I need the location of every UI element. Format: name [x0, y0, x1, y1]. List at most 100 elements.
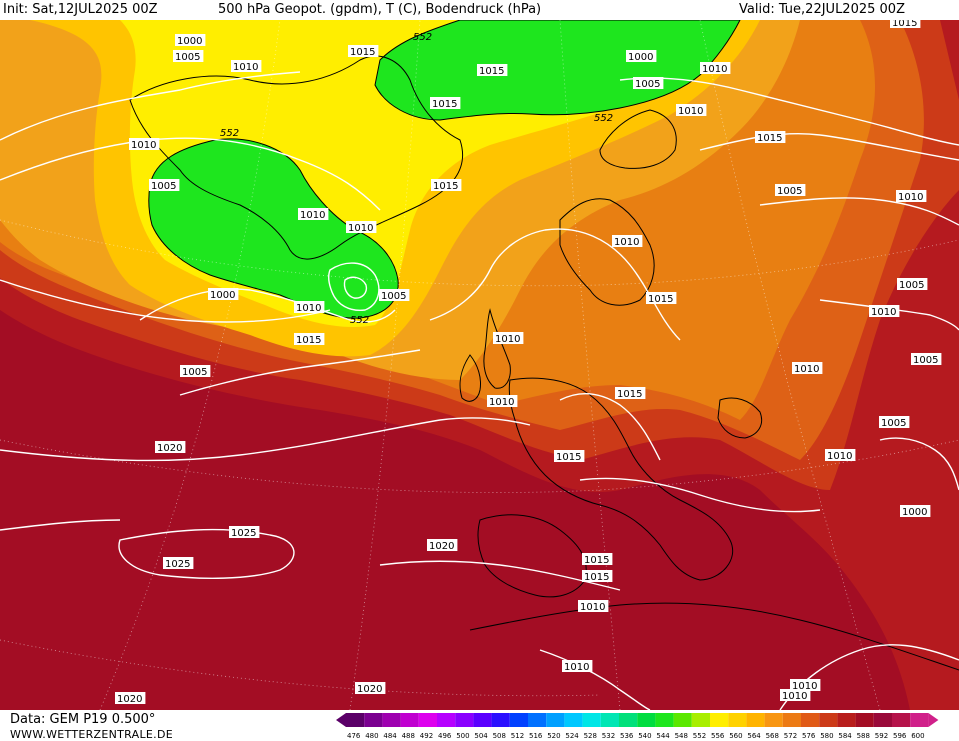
legend-swatch [673, 713, 692, 727]
isobar-label-text: 1010 [614, 237, 639, 248]
legend-value: 508 [493, 732, 506, 740]
isobar-label: 1025 [163, 557, 194, 570]
chart-header: Init: Sat,12JUL2025 00Z 500 hPa Geopot. … [0, 0, 959, 20]
isobar-label-text: 1010 [898, 192, 923, 203]
isobar-label: 1005 [173, 50, 204, 63]
legend-swatch [582, 713, 601, 727]
legend-value: 512 [511, 732, 524, 740]
chart-footer: Data: GEM P19 0.500° WWW.WETTERZENTRALE.… [0, 710, 959, 741]
isobar-label-box [890, 20, 921, 28]
isobar-label: 1010 [294, 301, 325, 314]
legend-swatch [528, 713, 547, 727]
isobar-label-box [493, 332, 524, 344]
legend-swatch [546, 713, 565, 727]
isobar-label-text: 1005 [182, 367, 207, 378]
legend-value: 592 [875, 732, 888, 740]
legend-value: 556 [711, 732, 725, 740]
isobar-label-box [911, 353, 942, 365]
isobar-label-text: 1010 [827, 451, 852, 462]
legend-swatch [509, 713, 528, 727]
isobar-label: 1010 [562, 660, 593, 673]
legend-value: 488 [402, 732, 415, 740]
legend-value: 476 [347, 732, 361, 740]
isobar-label-text: 1015 [892, 20, 917, 29]
isobar-label: 1010 [825, 449, 856, 462]
isobar-label-text: 1015 [584, 572, 609, 583]
legend-value: 480 [365, 732, 378, 740]
isobar-label-box [578, 600, 609, 612]
legend-swatch [346, 713, 365, 727]
isobar-label: 1010 [896, 190, 927, 203]
legend-swatch [619, 713, 638, 727]
isobar-label-box [897, 278, 928, 290]
isobar-label-text: 1010 [495, 334, 520, 345]
isobar-label-box [115, 692, 146, 704]
legend-swatch [364, 713, 383, 727]
isobar-label-box [612, 235, 643, 247]
isobar-label: 1010 [780, 689, 811, 702]
isobar-label-box [562, 660, 593, 672]
legend-swatch [455, 713, 474, 727]
isobar-label-text: 1015 [617, 389, 642, 400]
legend-value: 552 [693, 732, 706, 740]
legend-swatch [473, 713, 492, 727]
legend-value: 584 [838, 732, 852, 740]
isobar-label-box [896, 190, 927, 202]
legend-value: 588 [857, 732, 870, 740]
isobar-label: 1010 [790, 679, 821, 692]
isobar-label-text: 1020 [157, 443, 182, 454]
isobar-label: 1015 [755, 131, 786, 144]
isobar-label-box [379, 289, 410, 301]
isobar-label-box [615, 387, 646, 399]
isobar-label-box [155, 441, 186, 453]
legend-swatch [837, 713, 856, 727]
chart-title: 500 hPa Geopot. (gpdm), T (C), Bodendruc… [218, 2, 542, 17]
isobar-label-box [646, 292, 677, 304]
isobar-label-box [231, 60, 262, 72]
isobar-label-box [700, 62, 731, 74]
isobar-label: 1010 [612, 235, 643, 248]
isobar-label-box [298, 208, 329, 220]
legend-value: 576 [802, 732, 816, 740]
isobar-label-box [869, 305, 900, 317]
isobar-label: 1010 [129, 138, 160, 151]
geopot-label: 552 [413, 32, 432, 43]
valid-time: Valid: Tue,22JUL2025 00Z [739, 2, 905, 17]
geopotential-labels: 552 552 552 552 [220, 32, 613, 326]
isobar-label-text: 1015 [556, 452, 581, 463]
legend-value: 540 [638, 732, 651, 740]
isobar-label-text: 1010 [580, 602, 605, 613]
legend-swatch [801, 713, 820, 727]
isobar-label-text: 1010 [233, 62, 258, 73]
isobar-label-text: 1010 [296, 303, 321, 314]
isobar-label-box [825, 449, 856, 461]
legend-swatch [764, 713, 783, 727]
legend-swatch [600, 713, 619, 727]
isobar-label-box [626, 50, 657, 62]
isobar-label: 1015 [477, 64, 508, 77]
legend-value: 520 [547, 732, 560, 740]
isobar-label-box [900, 505, 931, 517]
isobar-label-text: 1025 [231, 528, 256, 539]
isobar-label-text: 1015 [757, 133, 782, 144]
isobar-label: 1015 [294, 333, 325, 346]
isobar-label: 1000 [626, 50, 657, 63]
isobar-label: 1005 [379, 289, 410, 302]
isobar-label-text: 1010 [564, 662, 589, 673]
isobar-label: 1010 [346, 221, 377, 234]
isobar-label-box [582, 553, 613, 565]
legend-value: 560 [729, 732, 742, 740]
isobar-label: 1005 [180, 365, 211, 378]
isobar-label-text: 1005 [381, 291, 406, 302]
isobar-label-box [129, 138, 160, 150]
isobar-label-box [633, 77, 664, 89]
isobar-label: 1015 [582, 553, 613, 566]
isobar-label-box [180, 365, 211, 377]
legend-value: 564 [747, 732, 761, 740]
isobar-label: 1010 [700, 62, 731, 75]
isobar-label-box [676, 104, 707, 116]
isobar-label: 1015 [890, 20, 921, 29]
isobar-label-text: 1010 [489, 397, 514, 408]
isobar-label-text: 1010 [794, 364, 819, 375]
